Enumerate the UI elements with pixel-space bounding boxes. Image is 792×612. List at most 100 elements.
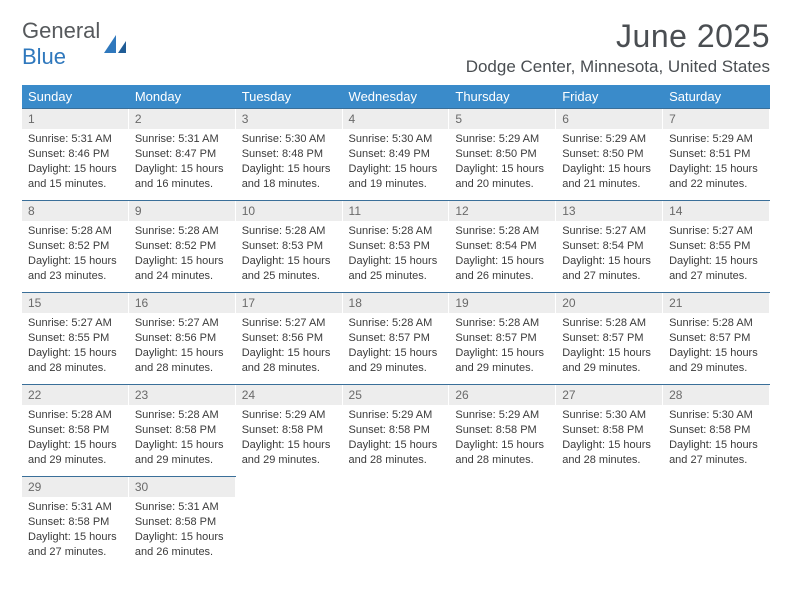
location-subtitle: Dodge Center, Minnesota, United States xyxy=(466,57,770,77)
day-body: Sunrise: 5:28 AMSunset: 8:57 PMDaylight:… xyxy=(663,313,770,379)
day-number: 21 xyxy=(663,293,770,313)
day-number: 25 xyxy=(343,385,450,405)
day-body: Sunrise: 5:29 AMSunset: 8:58 PMDaylight:… xyxy=(449,405,556,471)
day-sunrise: Sunrise: 5:28 AM xyxy=(349,224,444,239)
day-sunrise: Sunrise: 5:29 AM xyxy=(349,408,444,423)
weekday-header: Thursday xyxy=(449,85,556,109)
day-body: Sunrise: 5:27 AMSunset: 8:56 PMDaylight:… xyxy=(129,313,236,379)
day-daylight: Daylight: 15 hours and 15 minutes. xyxy=(28,162,123,192)
day-body: Sunrise: 5:29 AMSunset: 8:50 PMDaylight:… xyxy=(449,129,556,195)
day-number: 26 xyxy=(449,385,556,405)
calendar-day-cell: 16Sunrise: 5:27 AMSunset: 8:56 PMDayligh… xyxy=(129,293,236,385)
day-daylight: Daylight: 15 hours and 29 minutes. xyxy=(28,438,123,468)
day-sunset: Sunset: 8:57 PM xyxy=(669,331,764,346)
day-sunset: Sunset: 8:52 PM xyxy=(135,239,230,254)
calendar-day-cell: 13Sunrise: 5:27 AMSunset: 8:54 PMDayligh… xyxy=(556,201,663,293)
day-number: 4 xyxy=(343,109,450,129)
calendar-day-cell: 7Sunrise: 5:29 AMSunset: 8:51 PMDaylight… xyxy=(663,109,770,201)
day-body: Sunrise: 5:31 AMSunset: 8:46 PMDaylight:… xyxy=(22,129,129,195)
day-daylight: Daylight: 15 hours and 28 minutes. xyxy=(135,346,230,376)
calendar-day-cell xyxy=(343,477,450,569)
day-daylight: Daylight: 15 hours and 27 minutes. xyxy=(669,438,764,468)
calendar-day-cell xyxy=(236,477,343,569)
calendar-day-cell: 17Sunrise: 5:27 AMSunset: 8:56 PMDayligh… xyxy=(236,293,343,385)
day-body: Sunrise: 5:28 AMSunset: 8:53 PMDaylight:… xyxy=(343,221,450,287)
day-sunrise: Sunrise: 5:29 AM xyxy=(455,408,550,423)
calendar-day-cell: 24Sunrise: 5:29 AMSunset: 8:58 PMDayligh… xyxy=(236,385,343,477)
day-daylight: Daylight: 15 hours and 29 minutes. xyxy=(669,346,764,376)
calendar-week-row: 1Sunrise: 5:31 AMSunset: 8:46 PMDaylight… xyxy=(22,109,770,201)
day-body: Sunrise: 5:27 AMSunset: 8:55 PMDaylight:… xyxy=(663,221,770,287)
day-daylight: Daylight: 15 hours and 26 minutes. xyxy=(455,254,550,284)
calendar-day-cell: 2Sunrise: 5:31 AMSunset: 8:47 PMDaylight… xyxy=(129,109,236,201)
calendar-day-cell: 15Sunrise: 5:27 AMSunset: 8:55 PMDayligh… xyxy=(22,293,129,385)
day-sunset: Sunset: 8:57 PM xyxy=(455,331,550,346)
day-body: Sunrise: 5:29 AMSunset: 8:58 PMDaylight:… xyxy=(236,405,343,471)
day-body: Sunrise: 5:28 AMSunset: 8:57 PMDaylight:… xyxy=(556,313,663,379)
day-sunrise: Sunrise: 5:28 AM xyxy=(669,316,764,331)
day-body: Sunrise: 5:27 AMSunset: 8:55 PMDaylight:… xyxy=(22,313,129,379)
day-body: Sunrise: 5:28 AMSunset: 8:53 PMDaylight:… xyxy=(236,221,343,287)
day-body: Sunrise: 5:28 AMSunset: 8:52 PMDaylight:… xyxy=(129,221,236,287)
day-number: 30 xyxy=(129,477,236,497)
day-sunset: Sunset: 8:58 PM xyxy=(135,423,230,438)
day-sunrise: Sunrise: 5:28 AM xyxy=(28,224,123,239)
day-sunset: Sunset: 8:56 PM xyxy=(135,331,230,346)
day-number: 7 xyxy=(663,109,770,129)
header: General Blue June 2025 Dodge Center, Min… xyxy=(22,18,770,77)
calendar-day-cell: 9Sunrise: 5:28 AMSunset: 8:52 PMDaylight… xyxy=(129,201,236,293)
day-daylight: Daylight: 15 hours and 20 minutes. xyxy=(455,162,550,192)
day-daylight: Daylight: 15 hours and 18 minutes. xyxy=(242,162,337,192)
day-daylight: Daylight: 15 hours and 24 minutes. xyxy=(135,254,230,284)
day-daylight: Daylight: 15 hours and 29 minutes. xyxy=(562,346,657,376)
day-sunset: Sunset: 8:58 PM xyxy=(349,423,444,438)
day-sunrise: Sunrise: 5:31 AM xyxy=(28,500,123,515)
day-daylight: Daylight: 15 hours and 27 minutes. xyxy=(562,254,657,284)
day-daylight: Daylight: 15 hours and 21 minutes. xyxy=(562,162,657,192)
day-sunset: Sunset: 8:51 PM xyxy=(669,147,764,162)
day-daylight: Daylight: 15 hours and 29 minutes. xyxy=(455,346,550,376)
day-sunrise: Sunrise: 5:27 AM xyxy=(135,316,230,331)
day-sunset: Sunset: 8:46 PM xyxy=(28,147,123,162)
day-sunset: Sunset: 8:54 PM xyxy=(562,239,657,254)
calendar-week-row: 22Sunrise: 5:28 AMSunset: 8:58 PMDayligh… xyxy=(22,385,770,477)
day-sunrise: Sunrise: 5:31 AM xyxy=(135,500,230,515)
day-sunset: Sunset: 8:55 PM xyxy=(28,331,123,346)
day-body: Sunrise: 5:29 AMSunset: 8:50 PMDaylight:… xyxy=(556,129,663,195)
day-body: Sunrise: 5:27 AMSunset: 8:56 PMDaylight:… xyxy=(236,313,343,379)
day-sunrise: Sunrise: 5:27 AM xyxy=(562,224,657,239)
day-daylight: Daylight: 15 hours and 19 minutes. xyxy=(349,162,444,192)
day-sunrise: Sunrise: 5:28 AM xyxy=(135,408,230,423)
day-number: 5 xyxy=(449,109,556,129)
calendar-day-cell: 1Sunrise: 5:31 AMSunset: 8:46 PMDaylight… xyxy=(22,109,129,201)
calendar-day-cell: 25Sunrise: 5:29 AMSunset: 8:58 PMDayligh… xyxy=(343,385,450,477)
calendar-day-cell: 11Sunrise: 5:28 AMSunset: 8:53 PMDayligh… xyxy=(343,201,450,293)
day-number: 22 xyxy=(22,385,129,405)
calendar-day-cell: 4Sunrise: 5:30 AMSunset: 8:49 PMDaylight… xyxy=(343,109,450,201)
day-number: 27 xyxy=(556,385,663,405)
day-sunrise: Sunrise: 5:30 AM xyxy=(562,408,657,423)
day-sunrise: Sunrise: 5:28 AM xyxy=(28,408,123,423)
calendar-day-cell: 20Sunrise: 5:28 AMSunset: 8:57 PMDayligh… xyxy=(556,293,663,385)
day-body: Sunrise: 5:31 AMSunset: 8:58 PMDaylight:… xyxy=(22,497,129,563)
day-sunset: Sunset: 8:52 PM xyxy=(28,239,123,254)
day-sunset: Sunset: 8:58 PM xyxy=(135,515,230,530)
day-body: Sunrise: 5:29 AMSunset: 8:51 PMDaylight:… xyxy=(663,129,770,195)
calendar-week-row: 8Sunrise: 5:28 AMSunset: 8:52 PMDaylight… xyxy=(22,201,770,293)
day-daylight: Daylight: 15 hours and 29 minutes. xyxy=(349,346,444,376)
day-number: 3 xyxy=(236,109,343,129)
day-daylight: Daylight: 15 hours and 29 minutes. xyxy=(135,438,230,468)
day-number: 10 xyxy=(236,201,343,221)
day-sunrise: Sunrise: 5:27 AM xyxy=(28,316,123,331)
calendar-week-row: 15Sunrise: 5:27 AMSunset: 8:55 PMDayligh… xyxy=(22,293,770,385)
title-block: June 2025 Dodge Center, Minnesota, Unite… xyxy=(466,18,770,77)
day-body: Sunrise: 5:30 AMSunset: 8:58 PMDaylight:… xyxy=(663,405,770,471)
calendar-day-cell: 12Sunrise: 5:28 AMSunset: 8:54 PMDayligh… xyxy=(449,201,556,293)
logo: General Blue xyxy=(22,18,128,70)
day-body: Sunrise: 5:30 AMSunset: 8:48 PMDaylight:… xyxy=(236,129,343,195)
day-number: 17 xyxy=(236,293,343,313)
day-daylight: Daylight: 15 hours and 25 minutes. xyxy=(349,254,444,284)
calendar-day-cell: 23Sunrise: 5:28 AMSunset: 8:58 PMDayligh… xyxy=(129,385,236,477)
calendar-day-cell: 10Sunrise: 5:28 AMSunset: 8:53 PMDayligh… xyxy=(236,201,343,293)
weekday-header: Friday xyxy=(556,85,663,109)
